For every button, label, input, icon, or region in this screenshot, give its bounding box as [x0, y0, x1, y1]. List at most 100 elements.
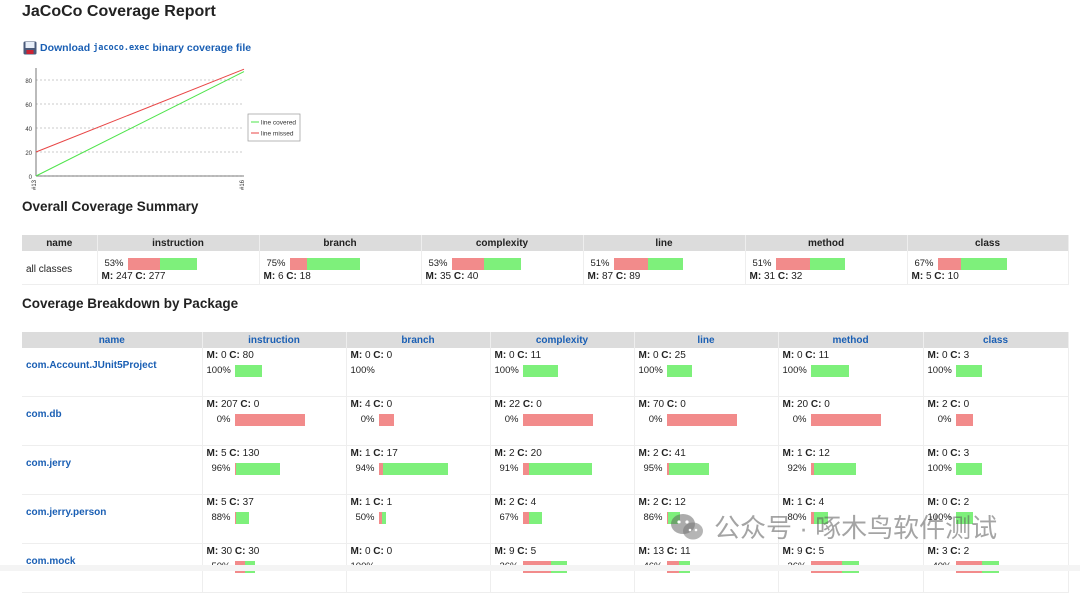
- covered-label: C:: [777, 271, 789, 282]
- coverage-percent-row: 67%: [912, 256, 1064, 271]
- missed-count: 5: [220, 448, 227, 459]
- summary-header-line[interactable]: line: [583, 235, 746, 251]
- covered-label: C:: [229, 497, 240, 508]
- coverage-bar-missed: [666, 511, 669, 524]
- package-row: com.db M: 207 C: 0 0% M: 4 C: 0 0% M: 22 C: 0…: [22, 396, 1069, 446]
- summary-row: all classes 53% M: 247 C: 277 75% M: 6 C: 18…: [22, 251, 1069, 285]
- breakdown-header-method[interactable]: method: [778, 332, 924, 348]
- summary-header-instruction[interactable]: instruction: [97, 235, 260, 251]
- coverage-bar-covered: [955, 511, 974, 524]
- missed-label: M:: [638, 448, 651, 459]
- covered-label: C:: [661, 350, 672, 361]
- missed-count: 0: [364, 350, 371, 361]
- covered-count: 3: [963, 448, 970, 459]
- coverage-percent-row: 92%: [783, 461, 919, 476]
- missed-label: M:: [494, 399, 507, 410]
- coverage-trend-chart: 0 20 40 60 80 #13 #16 line covered line missed: [25, 68, 301, 190]
- summary-header-branch[interactable]: branch: [259, 235, 422, 251]
- summary-header-method[interactable]: method: [745, 235, 908, 251]
- coverage-percent: 100%: [494, 365, 519, 376]
- missed-covered-counts: M: 0 C: 3: [928, 448, 1064, 459]
- missed-covered-counts: M: 30 C: 30: [207, 546, 342, 557]
- metric-cell: 53% M: 35 C: 40: [421, 251, 584, 285]
- missed-label: M:: [782, 448, 795, 459]
- download-filename[interactable]: jacoco.exec: [93, 43, 150, 53]
- missed-count: 9: [508, 546, 515, 557]
- missed-count: 35: [439, 271, 452, 282]
- coverage-bar-covered: [160, 257, 198, 270]
- breakdown-header-name[interactable]: name: [22, 332, 203, 348]
- coverage-bar-missed: [378, 462, 383, 475]
- legend-label: line missed: [261, 131, 294, 138]
- summary-header-name[interactable]: name: [22, 235, 98, 251]
- missed-covered-counts: M: 0 C: 0: [351, 546, 486, 557]
- missed-label: M:: [927, 448, 940, 459]
- missed-label: M:: [638, 497, 651, 508]
- package-breakdown-table: name instruction branch complexity line metho…: [22, 332, 1069, 593]
- download-suffix[interactable]: binary coverage file: [152, 42, 252, 54]
- missed-label: M:: [350, 448, 363, 459]
- coverage-percent-row: 51%: [750, 256, 903, 271]
- missed-covered-counts: M: 1 C: 1: [351, 497, 486, 508]
- metric-cell: M: 5 C: 130 96%: [202, 445, 347, 495]
- covered-label: C:: [234, 546, 246, 557]
- summary-header-complexity[interactable]: complexity: [421, 235, 584, 251]
- coverage-bar-covered: [955, 364, 982, 377]
- missed-count: 2: [941, 399, 948, 410]
- missed-covered-counts: M: 207 C: 0: [207, 399, 342, 410]
- covered-label: C:: [517, 448, 528, 459]
- breakdown-header-branch[interactable]: branch: [346, 332, 491, 348]
- coverage-percent-row: 94%: [351, 461, 486, 476]
- covered-count: 10: [947, 271, 959, 282]
- y-tick-label: 0: [29, 175, 33, 181]
- coverage-percent-row: 91%: [495, 461, 630, 476]
- breakdown-header-class[interactable]: class: [923, 332, 1069, 348]
- missed-label: M:: [350, 350, 363, 361]
- missed-label: M:: [927, 546, 940, 557]
- coverage-bar-covered: [666, 364, 692, 377]
- package-link[interactable]: com.mock: [26, 556, 76, 567]
- coverage-bar: [378, 462, 449, 475]
- legend-box: [247, 113, 301, 142]
- download-link[interactable]: Download jacoco.exec binary coverage fil…: [23, 41, 251, 55]
- metric-cell: M: 2 C: 20 91%: [490, 445, 635, 495]
- package-link[interactable]: com.db: [26, 409, 62, 420]
- breakdown-header-line[interactable]: line: [634, 332, 779, 348]
- missed-label: M:: [927, 497, 940, 508]
- package-link[interactable]: com.jerry.person: [26, 507, 107, 518]
- coverage-percent-row: 100%: [783, 363, 919, 378]
- metric-cell: 53% M: 247 C: 277: [97, 251, 260, 285]
- summary-header-class[interactable]: class: [907, 235, 1069, 251]
- coverage-percent: 100%: [638, 365, 663, 376]
- covered-label: C:: [229, 350, 240, 361]
- covered-label: C:: [950, 350, 961, 361]
- package-link[interactable]: com.jerry: [26, 458, 72, 469]
- coverage-bar-covered: [236, 511, 249, 524]
- coverage-bar-missed: [522, 413, 593, 426]
- missed-covered-counts: M: 9 C: 5: [783, 546, 919, 557]
- coverage-percent-row: 0%: [783, 412, 919, 427]
- covered-count: 30: [248, 546, 260, 557]
- metric-cell: M: 207 C: 0 0%: [202, 396, 347, 446]
- y-tick-label: 40: [25, 127, 32, 133]
- coverage-bar: [127, 257, 198, 270]
- coverage-percent: 67%: [914, 258, 934, 269]
- coverage-percent: 0%: [937, 414, 952, 425]
- download-prefix[interactable]: Download: [40, 42, 91, 54]
- missed-count: 0: [508, 350, 515, 361]
- package-link[interactable]: com.Account.JUnit5Project: [26, 360, 157, 371]
- covered-label: C:: [229, 448, 240, 459]
- metric-cell: M: 22 C: 0 0%: [490, 396, 635, 446]
- coverage-bar-missed: [810, 511, 814, 524]
- coverage-percent: 53%: [428, 258, 448, 269]
- missed-label: M:: [911, 271, 924, 282]
- missed-label: M:: [101, 271, 114, 282]
- covered-count: 0: [680, 399, 686, 410]
- covered-count: 17: [386, 448, 398, 459]
- breakdown-header-complexity[interactable]: complexity: [490, 332, 635, 348]
- missed-count: 0: [941, 497, 948, 508]
- breakdown-header-instruction[interactable]: instruction: [202, 332, 347, 348]
- missed-covered-counts: M: 0 C: 11: [783, 350, 919, 361]
- covered-label: C:: [805, 448, 816, 459]
- coverage-percent-row: 100%: [207, 363, 342, 378]
